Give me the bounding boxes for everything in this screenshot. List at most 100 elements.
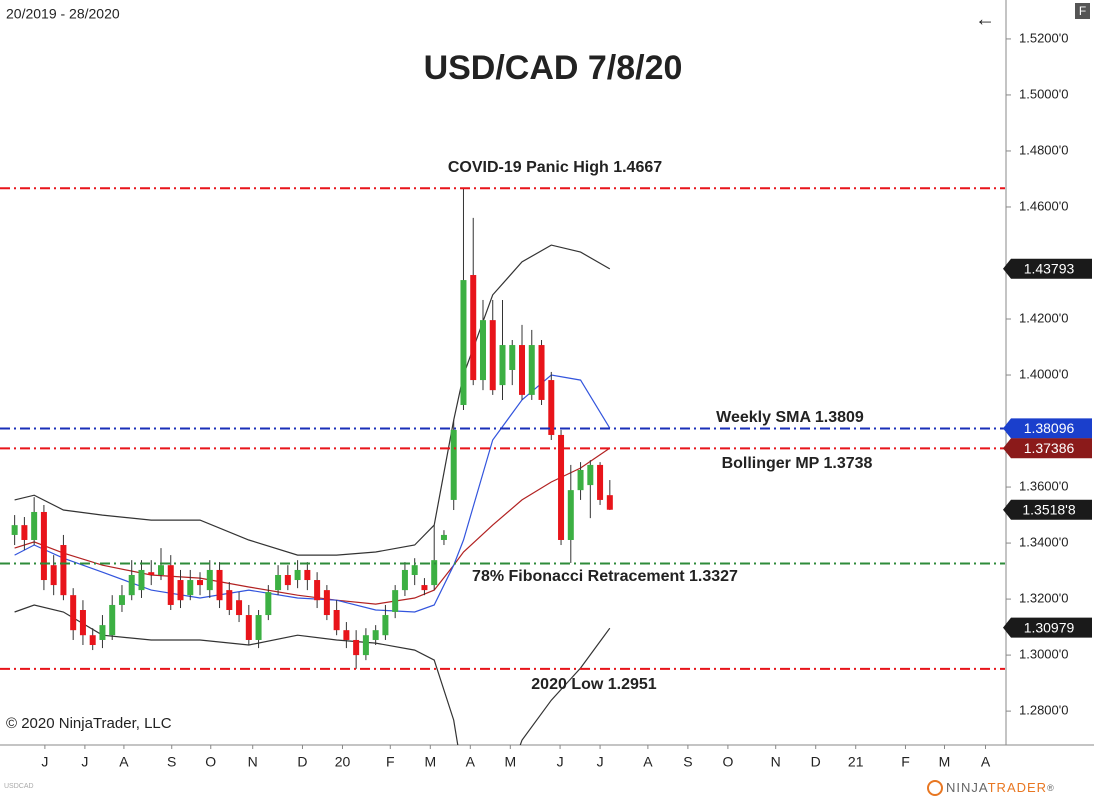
- plot-area: [11, 188, 613, 745]
- candle-body: [294, 569, 301, 581]
- candle-body: [70, 595, 77, 631]
- price-marker: [1003, 438, 1092, 459]
- candle-body: [226, 590, 233, 611]
- x-tick-label: S: [683, 754, 692, 770]
- candle-body: [499, 345, 506, 386]
- candle-body: [275, 574, 282, 591]
- candle-body: [421, 585, 428, 591]
- candle-body: [177, 580, 184, 601]
- y-tick-label: 1.4800'0: [1019, 142, 1068, 157]
- candle-body: [323, 590, 330, 616]
- price-marker-label: 1.3518'8: [1022, 501, 1075, 517]
- candle-body: [265, 592, 272, 616]
- candle-body: [187, 580, 194, 596]
- candle-body: [372, 630, 379, 640]
- x-tick-label: A: [643, 754, 653, 770]
- candle-body: [216, 569, 223, 601]
- x-tick-label: N: [771, 754, 781, 770]
- candle-body: [597, 464, 604, 500]
- price-marker-label: 1.37386: [1024, 440, 1075, 456]
- panel-button[interactable]: [1075, 3, 1090, 19]
- candle-body: [99, 625, 106, 640]
- logo-reg: ®: [1047, 783, 1055, 793]
- candle-body: [255, 615, 262, 640]
- candle-body: [558, 434, 565, 540]
- candle-body: [460, 280, 467, 405]
- y-tick-label: 1.2800'0: [1019, 703, 1068, 718]
- level-label: 2020 Low 1.2951: [531, 676, 657, 693]
- candle-body: [304, 569, 311, 581]
- candle-body: [138, 569, 145, 591]
- y-tick-label: 1.3600'0: [1019, 478, 1068, 493]
- y-tick-label: 1.4200'0: [1019, 310, 1068, 325]
- indicator-line: [14, 447, 611, 605]
- candle-body: [528, 345, 535, 395]
- date-range: 20/2019 - 28/2020: [6, 6, 120, 22]
- y-tick-label: 1.3200'0: [1019, 591, 1068, 606]
- candle-body: [118, 595, 125, 605]
- back-arrow[interactable]: ←: [975, 8, 995, 30]
- logo-text: NINJATRADER®: [946, 780, 1055, 795]
- candle-body: [519, 345, 526, 395]
- candle-body: [343, 630, 350, 640]
- x-tick-label: F: [386, 754, 395, 770]
- candle-body: [333, 610, 340, 631]
- candle-body: [362, 635, 369, 656]
- logo-icon: [927, 780, 943, 796]
- level-label: COVID-19 Panic High 1.4667: [448, 159, 662, 176]
- candle-body: [489, 320, 496, 391]
- candle-body: [382, 615, 389, 636]
- price-marker-label: 1.30979: [1024, 619, 1075, 635]
- x-tick-label: F: [901, 754, 910, 770]
- level-label: 78% Fibonacci Retracement 1.3327: [472, 568, 738, 585]
- y-tick-label: 1.4000'0: [1019, 366, 1068, 381]
- level-label: Bollinger MP 1.3738: [722, 455, 873, 472]
- candle-body: [587, 464, 594, 486]
- candle-body: [509, 345, 516, 370]
- x-tick-label: N: [248, 754, 258, 770]
- candle-body: [479, 320, 486, 381]
- x-tick-label: S: [167, 754, 176, 770]
- panel-button-label[interactable]: F: [1079, 4, 1086, 18]
- x-tick-label: 21: [848, 754, 864, 770]
- candle-body: [11, 525, 18, 535]
- price-marker: [1003, 499, 1092, 520]
- x-tick-label: A: [466, 754, 476, 770]
- candle-body: [206, 569, 213, 591]
- logo-trader: TRADER: [988, 780, 1047, 795]
- price-marker: [1003, 418, 1092, 439]
- price-marker: [1003, 617, 1092, 638]
- candle-body: [353, 639, 360, 656]
- logo-ninja: NINJA: [946, 780, 988, 795]
- candle-body: [392, 590, 399, 612]
- candle-body: [470, 275, 477, 381]
- y-tick-label: 1.4600'0: [1019, 198, 1068, 213]
- candle-body: [236, 600, 243, 616]
- x-tick-label: J: [597, 754, 604, 770]
- x-tick-label: O: [722, 754, 733, 770]
- candle-body: [245, 615, 252, 640]
- candle-body: [89, 635, 96, 646]
- candle-body: [431, 560, 438, 586]
- candle-body: [31, 511, 38, 540]
- indicator-line: [14, 244, 611, 556]
- candle-body: [128, 574, 135, 596]
- x-tick-label: J: [41, 754, 48, 770]
- candle-body: [79, 610, 86, 636]
- candle-body: [548, 380, 555, 435]
- candle-body: [284, 574, 291, 586]
- candle-body: [167, 565, 174, 605]
- x-tick-label: D: [297, 754, 307, 770]
- candle-body: [411, 565, 418, 575]
- x-tick-label: O: [205, 754, 216, 770]
- price-marker: [1003, 258, 1092, 279]
- chart-title: USD/CAD 7/8/20: [424, 49, 683, 87]
- candle-body: [40, 511, 47, 581]
- copyright: © 2020 NinjaTrader, LLC: [6, 715, 172, 732]
- x-tick-label: J: [81, 754, 88, 770]
- candle-body: [606, 495, 613, 510]
- candle-body: [567, 490, 574, 540]
- price-marker-label: 1.38096: [1024, 420, 1075, 436]
- x-tick-label: M: [939, 754, 951, 770]
